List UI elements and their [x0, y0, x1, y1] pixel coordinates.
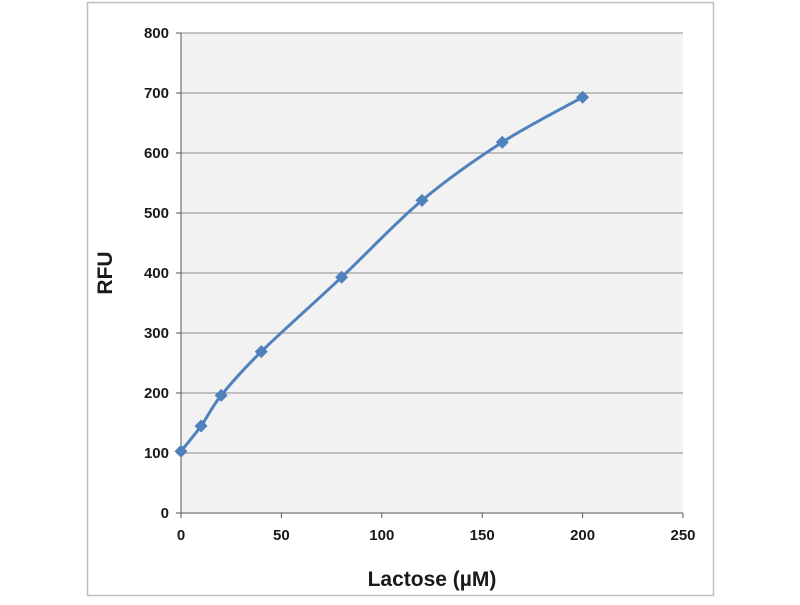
data-point-marker: [254, 345, 268, 359]
x-tick-label: 150: [470, 527, 495, 544]
y-axis-title: RFU: [94, 251, 117, 294]
data-point-marker: [576, 90, 590, 104]
y-tick-label: 200: [144, 385, 169, 402]
y-tick-label: 600: [144, 145, 169, 162]
data-point-marker: [194, 419, 208, 433]
y-tick-label: 0: [161, 505, 169, 522]
x-tick-label: 200: [570, 527, 595, 544]
data-point-marker: [174, 444, 188, 458]
y-tick-label: 100: [144, 445, 169, 462]
x-tick-label: 50: [273, 527, 290, 544]
series-layer: [174, 90, 590, 458]
y-tick-label: 700: [144, 85, 169, 102]
data-point-marker: [335, 270, 349, 284]
tick-labels: 0 100 200 300 400 500 600 700 800 0 50 100 150 200 250: [144, 25, 696, 544]
data-point-marker: [495, 135, 509, 149]
x-tick-label: 0: [177, 527, 185, 544]
y-tick-label: 800: [144, 25, 169, 42]
x-tick-label: 100: [369, 527, 394, 544]
y-tick-label: 500: [144, 205, 169, 222]
data-point-marker: [415, 193, 429, 207]
data-point-marker: [214, 388, 228, 402]
x-tick-label: 250: [670, 527, 695, 544]
axes: [176, 32, 684, 518]
y-tick-label: 400: [144, 265, 169, 282]
y-tick-label: 300: [144, 325, 169, 342]
x-axis-title: Lactose (µM): [368, 568, 497, 591]
gridlines: [181, 32, 683, 454]
